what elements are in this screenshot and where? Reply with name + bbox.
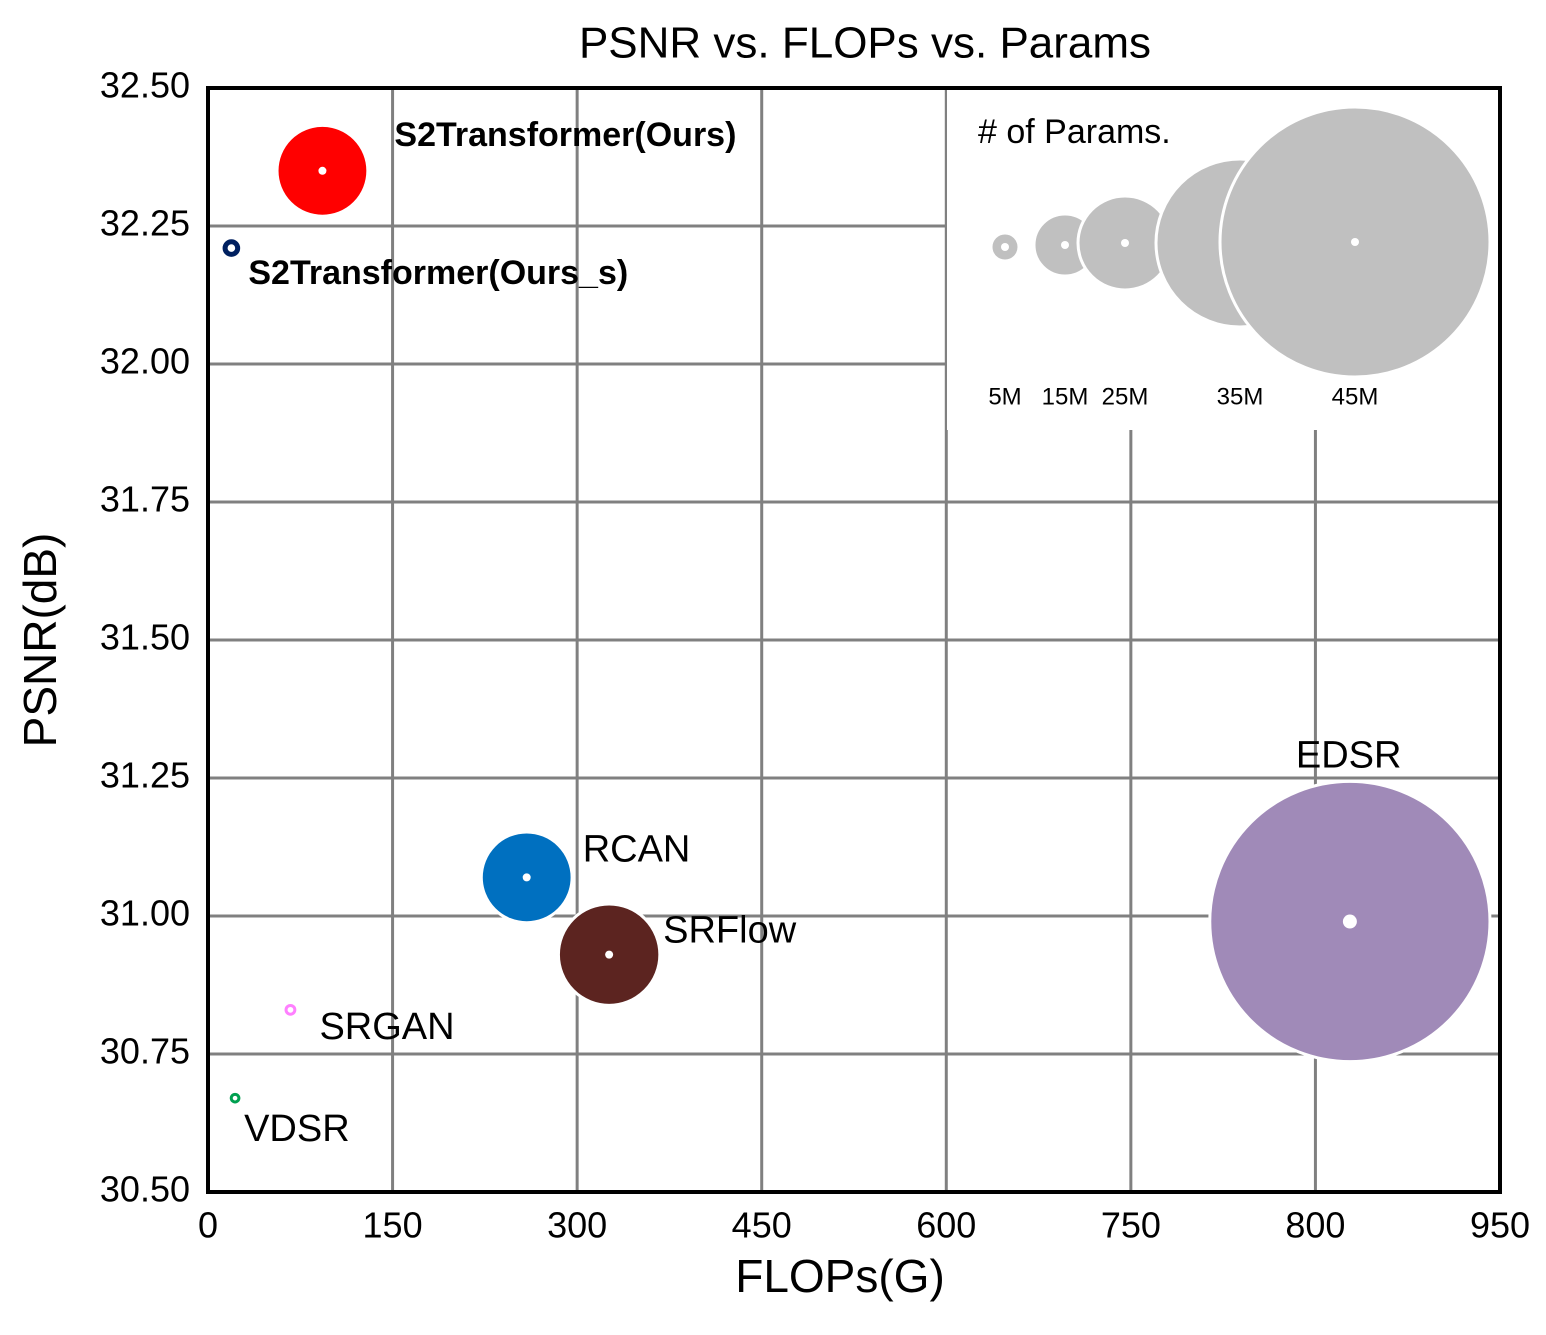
point-label: EDSR bbox=[1296, 735, 1402, 777]
bubble-center bbox=[522, 873, 531, 882]
x-tick-label: 600 bbox=[916, 1205, 976, 1246]
x-tick-label: 450 bbox=[732, 1205, 792, 1246]
x-tick-label: 950 bbox=[1470, 1205, 1530, 1246]
bubble-center bbox=[318, 166, 327, 175]
y-tick-label: 31.50 bbox=[100, 617, 190, 658]
legend-label: 45M bbox=[1332, 383, 1379, 410]
x-tick-label: 750 bbox=[1101, 1205, 1161, 1246]
bubble-center bbox=[1342, 914, 1357, 929]
bubble bbox=[222, 239, 241, 257]
legend-dot bbox=[1121, 239, 1129, 247]
bubble-center bbox=[605, 950, 614, 959]
legend-label: 25M bbox=[1102, 383, 1149, 410]
y-tick-label: 30.50 bbox=[100, 1169, 190, 1210]
y-tick-label: 31.00 bbox=[100, 893, 190, 934]
legend-dot bbox=[1061, 241, 1069, 249]
legend-label: 5M bbox=[988, 383, 1021, 410]
y-tick-label: 30.75 bbox=[100, 1031, 190, 1072]
y-tick-label: 31.25 bbox=[100, 755, 190, 796]
point-label: S2Transformer(Ours) bbox=[394, 116, 736, 154]
point-label: RCAN bbox=[583, 828, 691, 870]
legend-label: 35M bbox=[1217, 383, 1264, 410]
point-label: SRFlow bbox=[663, 910, 797, 952]
chart-title: PSNR vs. FLOPs vs. Params bbox=[579, 19, 1151, 68]
point-label: VDSR bbox=[244, 1108, 350, 1150]
legend-dot bbox=[1001, 243, 1009, 251]
x-axis-label: FLOPs(G) bbox=[735, 1250, 945, 1302]
plot-border bbox=[206, 86, 1502, 1194]
bubble bbox=[284, 1003, 297, 1016]
bubble bbox=[229, 1092, 241, 1104]
legend-title: # of Params. bbox=[978, 113, 1171, 151]
y-tick-label: 32.00 bbox=[100, 341, 190, 382]
y-tick-label: 32.50 bbox=[100, 65, 190, 106]
x-tick-label: 0 bbox=[198, 1205, 218, 1246]
x-tick-label: 800 bbox=[1285, 1205, 1345, 1246]
x-tick-label: 150 bbox=[363, 1205, 423, 1246]
point-label: S2Transformer(Ours_s) bbox=[248, 254, 628, 292]
y-axis-label: PSNR(dB) bbox=[14, 533, 66, 748]
y-tick-label: 31.75 bbox=[100, 479, 190, 520]
x-tick-label: 300 bbox=[547, 1205, 607, 1246]
y-tick-label: 32.25 bbox=[100, 203, 190, 244]
legend-dot bbox=[1351, 238, 1359, 246]
point-label: SRGAN bbox=[319, 1006, 454, 1048]
legend-label: 15M bbox=[1042, 383, 1089, 410]
